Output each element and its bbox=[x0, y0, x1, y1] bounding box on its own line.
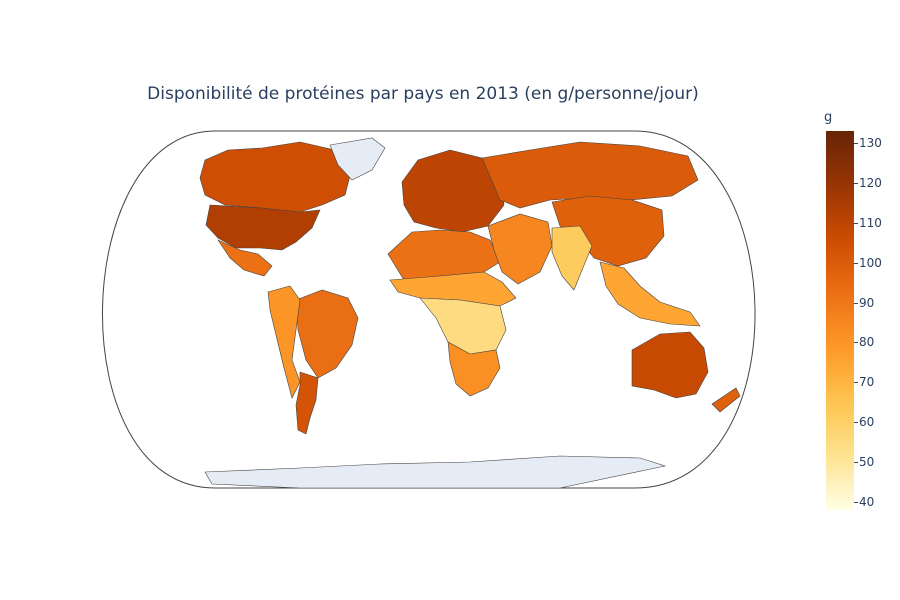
colorbar-tick-mark bbox=[854, 342, 858, 344]
colorbar-tick-mark bbox=[854, 222, 858, 224]
region-middle-east[interactable] bbox=[487, 213, 553, 285]
colorbar-tick-label: 40 bbox=[859, 495, 875, 510]
region-brazil[interactable] bbox=[295, 289, 359, 379]
region-andean-countries[interactable] bbox=[267, 285, 301, 399]
colorbar-tick-label: 120 bbox=[859, 175, 882, 190]
colorbar-tick-label: 100 bbox=[859, 255, 882, 270]
region-mexico[interactable] bbox=[217, 239, 273, 277]
region-greenland[interactable] bbox=[329, 137, 386, 181]
colorbar-tick-label: 130 bbox=[859, 135, 882, 150]
colorbar-tick-label: 70 bbox=[859, 375, 875, 390]
region-india[interactable] bbox=[551, 225, 593, 291]
colorbar-tick-label: 50 bbox=[859, 455, 875, 470]
countries-layer bbox=[199, 137, 741, 488]
colorbar-tick-label: 110 bbox=[859, 215, 882, 230]
region-southern-africa[interactable] bbox=[447, 341, 501, 397]
region-southeast-asia[interactable] bbox=[599, 261, 701, 327]
colorbar-tick-mark bbox=[854, 382, 858, 384]
colorbar-tick-mark bbox=[854, 262, 858, 264]
region-antarctica[interactable] bbox=[204, 455, 667, 488]
region-new-zealand[interactable] bbox=[711, 387, 741, 413]
region-australia[interactable] bbox=[631, 331, 709, 399]
chart-title: Disponibilité de protéines par pays en 2… bbox=[147, 84, 699, 104]
colorbar-tick-mark bbox=[854, 302, 858, 304]
colorbar-tick-mark bbox=[854, 462, 858, 464]
colorbar-tick-mark bbox=[854, 422, 858, 424]
colorbar-tick-mark bbox=[854, 182, 858, 184]
region-russia[interactable] bbox=[481, 141, 699, 209]
colorbar-tick-label: 90 bbox=[859, 295, 875, 310]
colorbar-tick-label: 60 bbox=[859, 415, 875, 430]
region-sahel[interactable] bbox=[389, 271, 517, 307]
region-argentina[interactable] bbox=[295, 371, 319, 435]
region-canada[interactable] bbox=[199, 141, 353, 213]
colorbar-tick-mark bbox=[854, 502, 858, 504]
colorbar-tick-label: 80 bbox=[859, 335, 875, 350]
colorbar bbox=[826, 131, 854, 510]
region-europe[interactable] bbox=[401, 149, 505, 233]
colorbar-tick-mark bbox=[854, 142, 858, 144]
colorbar-title: g bbox=[824, 110, 833, 125]
